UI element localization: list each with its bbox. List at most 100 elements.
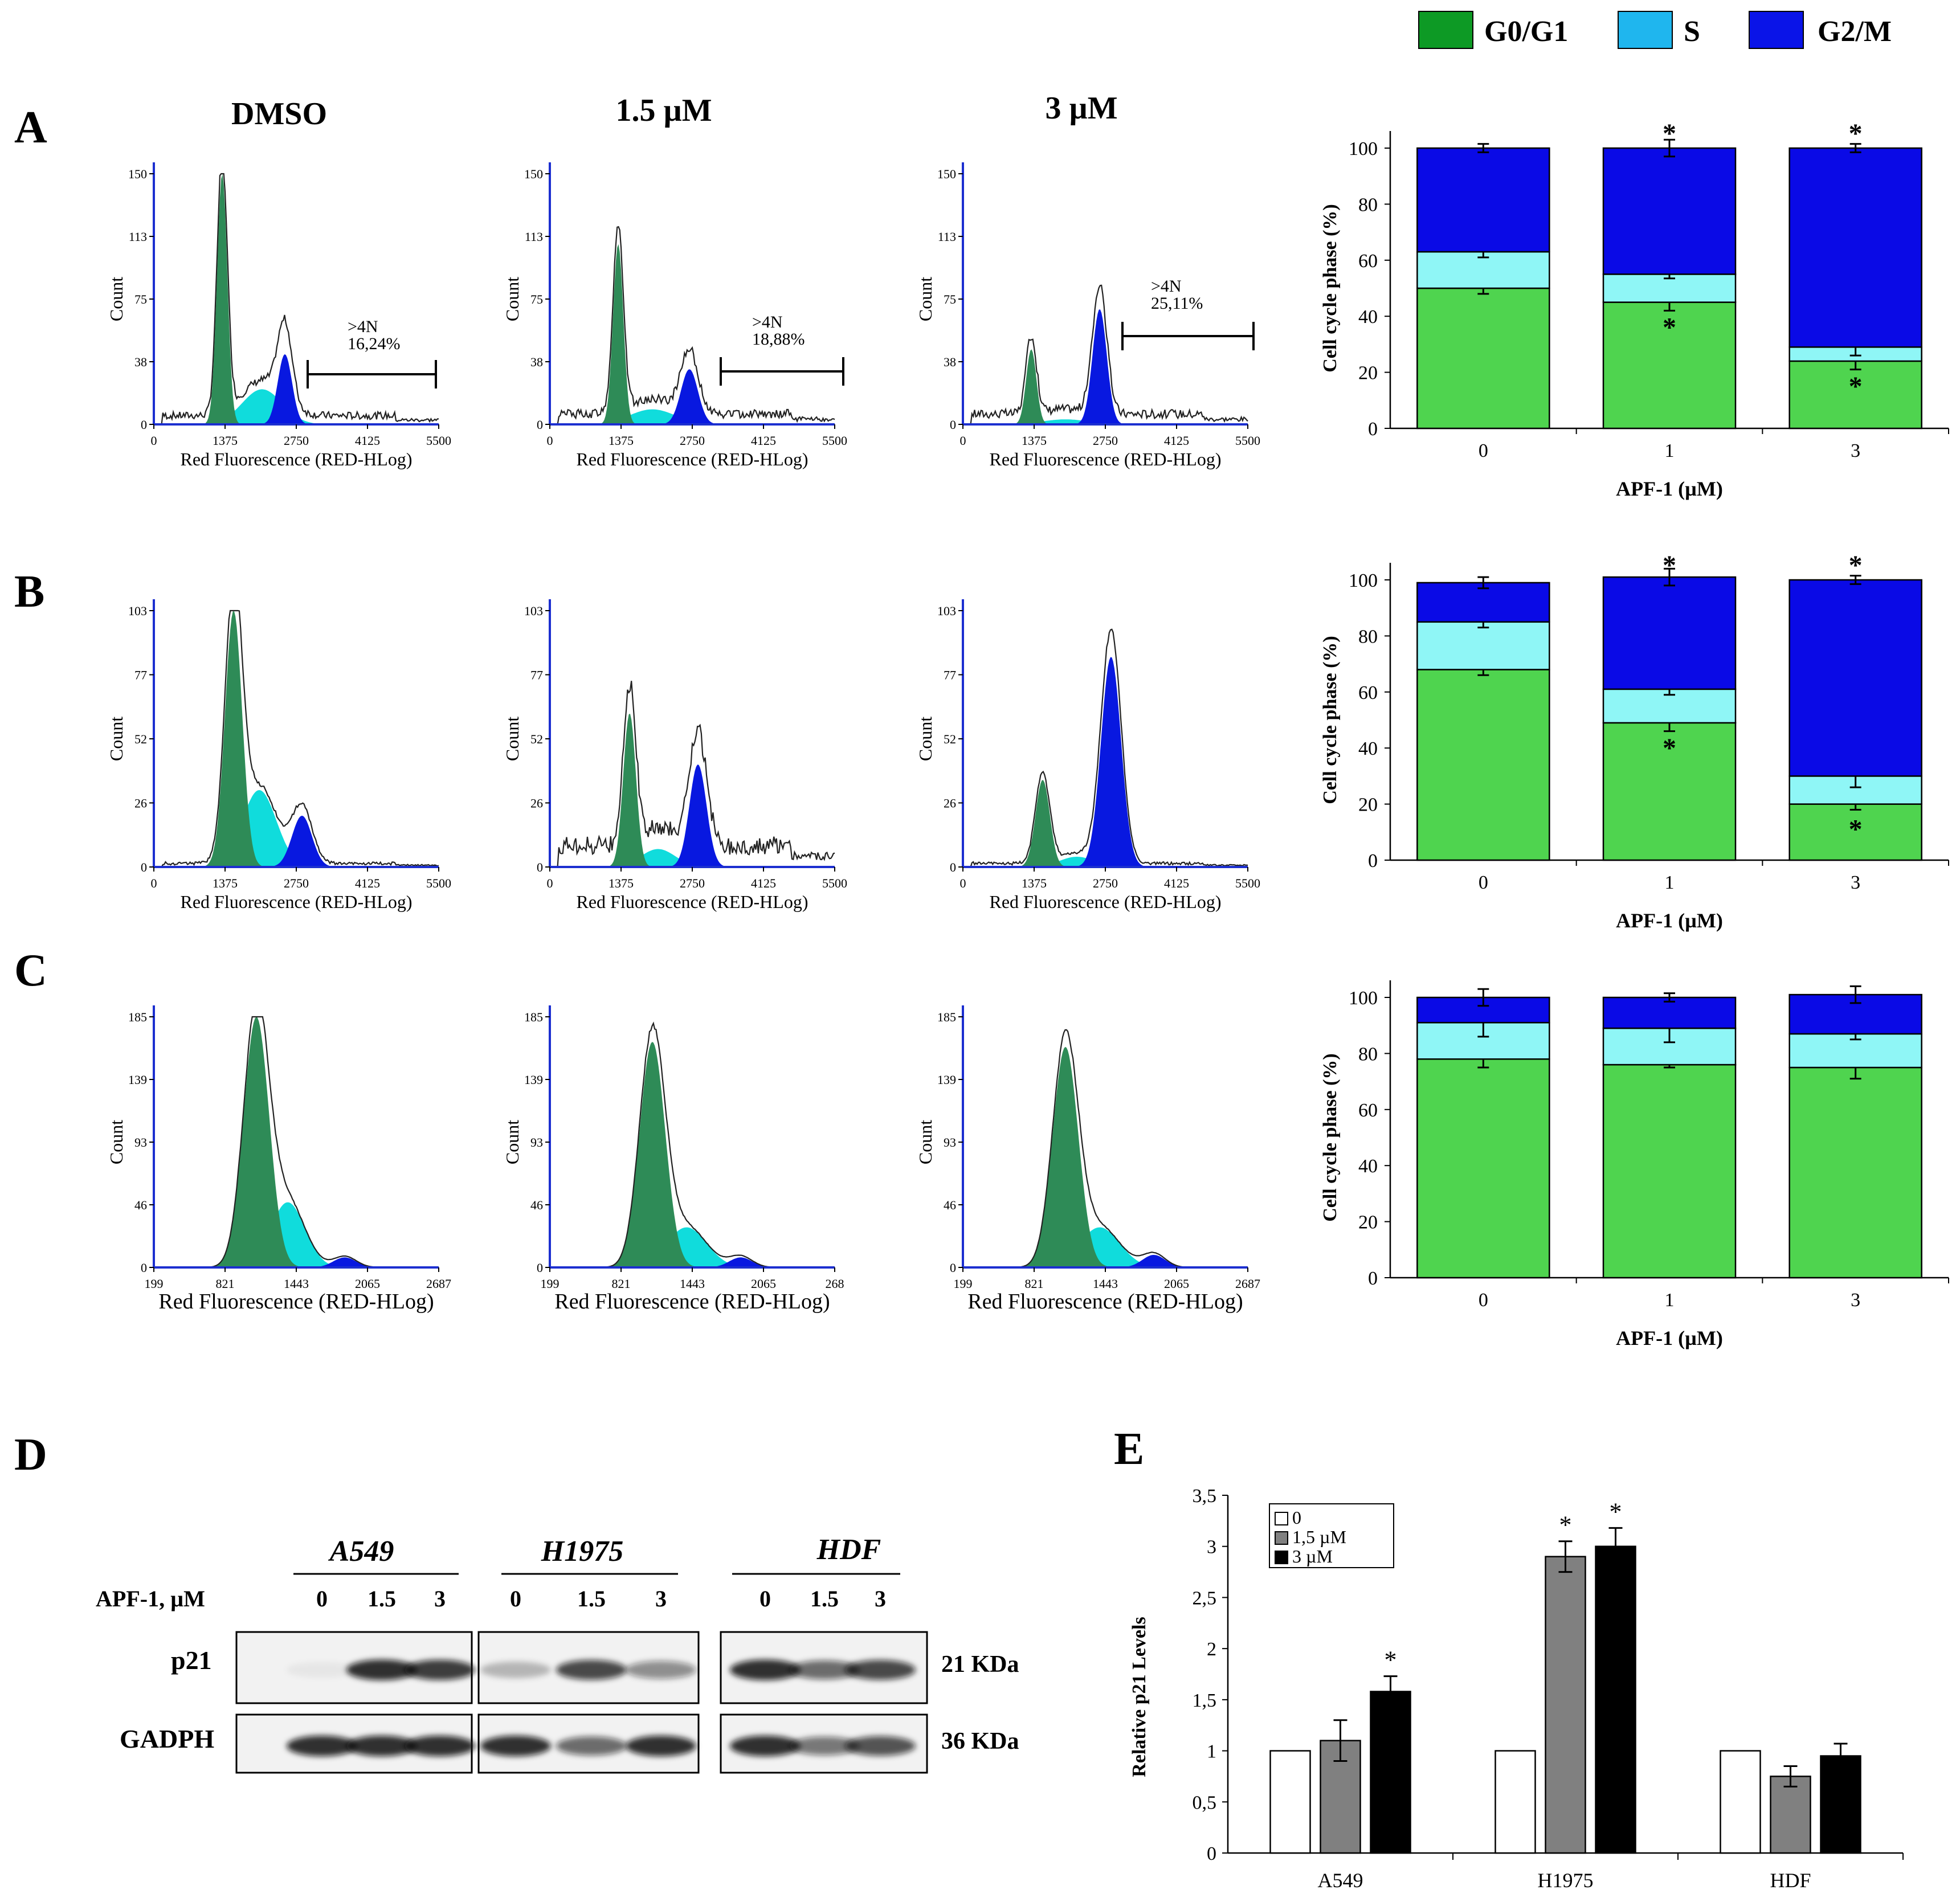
significance-marker: * xyxy=(1849,815,1863,845)
significance-marker: * xyxy=(1663,118,1676,149)
blot-band xyxy=(789,1660,860,1680)
histogram-x-tick-label: 2065 xyxy=(1164,1277,1189,1291)
histogram-x-tick-label: 1375 xyxy=(1022,876,1047,890)
histogram-y-tick-label: 26 xyxy=(944,796,956,811)
histogram-g1-peak xyxy=(963,780,1248,867)
histogram-y-label: Count xyxy=(502,717,522,761)
blot-band xyxy=(480,1735,551,1757)
column-title-1-5um: 1.5 µM xyxy=(615,93,712,128)
chart-x-tick-label: 1 xyxy=(1665,1290,1675,1311)
panel-label-c: C xyxy=(14,946,47,996)
blot-band xyxy=(287,1735,357,1757)
significance-marker: * xyxy=(1849,550,1863,580)
legend-swatch-s xyxy=(1618,11,1673,49)
histogram-y-tick-label: 113 xyxy=(525,230,543,244)
histogram-x-tick-label: 5500 xyxy=(1235,433,1260,448)
blot-dose-label: 1.5 xyxy=(810,1586,839,1611)
p21-bar-3um xyxy=(1595,1545,1636,1854)
histogram-y-tick-label: 139 xyxy=(128,1073,147,1087)
histogram-x-tick-label: 4125 xyxy=(355,433,380,448)
stacked-chart-a: 0 20 40 60 80 100 0 * * 1 * * 3 APF-1 (µM) Cell cycle … xyxy=(1320,118,1949,500)
annotation-a2-label: >4N xyxy=(752,313,783,332)
bar-segment-g2m xyxy=(1416,582,1550,623)
histogram-s-phase xyxy=(154,1202,439,1267)
chart-y-tick-label: 60 xyxy=(1358,1100,1378,1121)
histogram-y-tick-label: 0 xyxy=(141,418,147,432)
histogram-g2-peak xyxy=(963,309,1248,424)
bar-segment-g2m xyxy=(1788,579,1922,777)
chart-e-x-tick-label: A549 xyxy=(1318,1869,1363,1892)
significance-marker: * xyxy=(1849,118,1863,149)
histogram-x-tick-label: 4125 xyxy=(751,876,776,890)
histogram-y-tick-label: 0 xyxy=(950,418,956,432)
histogram-outline xyxy=(550,226,835,426)
histogram-y-tick-label: 113 xyxy=(129,230,147,244)
chart-x-tick-label: 3 xyxy=(1851,440,1860,461)
chart-x-tick-label: 3 xyxy=(1851,1290,1860,1311)
blot-band xyxy=(789,1736,860,1756)
panel-label-e: E xyxy=(1114,1424,1144,1474)
chart-y-label: Cell cycle phase (%) xyxy=(1320,204,1341,373)
histogram-y-label: Count xyxy=(502,1120,522,1164)
blot-band xyxy=(405,1659,475,1680)
bar-segment-g0g1 xyxy=(1788,1066,1922,1279)
chart-x-tick-label: 0 xyxy=(1479,872,1488,893)
histogram-y-tick-label: 46 xyxy=(944,1198,956,1212)
histogram-y-tick-label: 75 xyxy=(530,292,543,306)
chart-y-tick-label: 80 xyxy=(1358,626,1378,647)
legend-label-s: S xyxy=(1684,15,1700,48)
blot-dose-label: 0 xyxy=(316,1586,328,1611)
bar-segment-g0g1 xyxy=(1416,1058,1550,1279)
histogram-x-tick-label: 2750 xyxy=(1093,433,1118,448)
chart-e-y-tick-label: 1 xyxy=(1207,1741,1216,1762)
histogram-x-label: Red Fluorescence (RED-HLog) xyxy=(158,1290,434,1314)
histogram-y-tick-label: 52 xyxy=(944,732,956,746)
histogram-x-tick-label: 5500 xyxy=(822,433,847,448)
histogram-y-tick-label: 0 xyxy=(537,418,543,432)
p21-levels-chart: 0 0,5 1 1,5 2 2,5 3 3,5 * A549 * * H1975 HDF Relative … xyxy=(1129,1486,1904,1892)
histogram-y-tick-label: 113 xyxy=(938,230,956,244)
chart-y-tick-label: 40 xyxy=(1358,306,1378,328)
p21-bar-control xyxy=(1494,1750,1536,1854)
histogram-y-tick-label: 0 xyxy=(537,1261,543,1275)
histogram-y-tick-label: 93 xyxy=(944,1135,956,1150)
histogram-y-tick-label: 46 xyxy=(530,1198,543,1212)
histogram-x-tick-label: 2750 xyxy=(680,433,705,448)
blot-dose-label: 3 xyxy=(434,1586,446,1611)
histogram-a3: 0 1375 2750 4125 5500 0 38 75 113 150 Red Fluoresc… xyxy=(915,162,1260,469)
blot-p21-membrane xyxy=(477,1631,700,1704)
chart-e-y-tick-label: 0 xyxy=(1207,1843,1216,1864)
stacked-chart-b: 0 20 40 60 80 100 0 * * 1 * * 3 APF-1 (µM) Cell cycle … xyxy=(1320,550,1949,932)
histogram-y-tick-label: 0 xyxy=(141,1261,147,1275)
chart-y-tick-label: 100 xyxy=(1349,570,1378,591)
histogram-c3: 199 821 1443 2065 2687 0 46 93 139 185 Red Fluores… xyxy=(915,1005,1260,1314)
chart-x-label: APF-1 (µM) xyxy=(1616,477,1723,500)
blot-gadph-membrane xyxy=(235,1713,475,1774)
bar-segment-g0g1 xyxy=(1602,301,1737,430)
chart-y-tick-label: 20 xyxy=(1358,1212,1378,1233)
histogram-y-tick-label: 52 xyxy=(134,732,147,746)
histogram-s-phase xyxy=(550,1227,835,1267)
bar-segment-s xyxy=(1602,688,1737,724)
histogram-y-tick-label: 38 xyxy=(530,355,543,369)
histogram-outline xyxy=(154,173,439,426)
chart-y-tick-label: 40 xyxy=(1358,738,1378,759)
histogram-x-tick-label: 1443 xyxy=(680,1277,705,1291)
histogram-x-tick-label: 0 xyxy=(547,433,553,448)
blot-dose-label: 1.5 xyxy=(368,1586,396,1611)
chart-e-legend-swatch xyxy=(1275,1512,1288,1525)
column-title-3um: 3 µM xyxy=(1045,91,1117,126)
blot-band xyxy=(346,1735,417,1757)
histogram-a1: 0 1375 2750 4125 5500 0 38 75 113 150 Red Fluoresc… xyxy=(106,162,451,469)
chart-y-tick-label: 0 xyxy=(1368,419,1378,440)
histogram-y-label: Count xyxy=(915,277,936,321)
chart-y-tick-label: 100 xyxy=(1349,138,1378,159)
blot-dose-label: 0 xyxy=(510,1586,521,1611)
histogram-y-tick-label: 185 xyxy=(128,1010,147,1024)
histogram-x-tick-label: 2750 xyxy=(284,433,309,448)
chart-e-y-tick-label: 1,5 xyxy=(1193,1690,1217,1711)
histogram-g1-peak xyxy=(154,174,439,424)
histogram-x-tick-label: 4125 xyxy=(751,433,776,448)
histogram-b1: 0 1375 2750 4125 5500 0 26 52 77 103 Red Fluoresce… xyxy=(106,599,451,912)
legend-label-g0g1: G0/G1 xyxy=(1484,15,1568,48)
